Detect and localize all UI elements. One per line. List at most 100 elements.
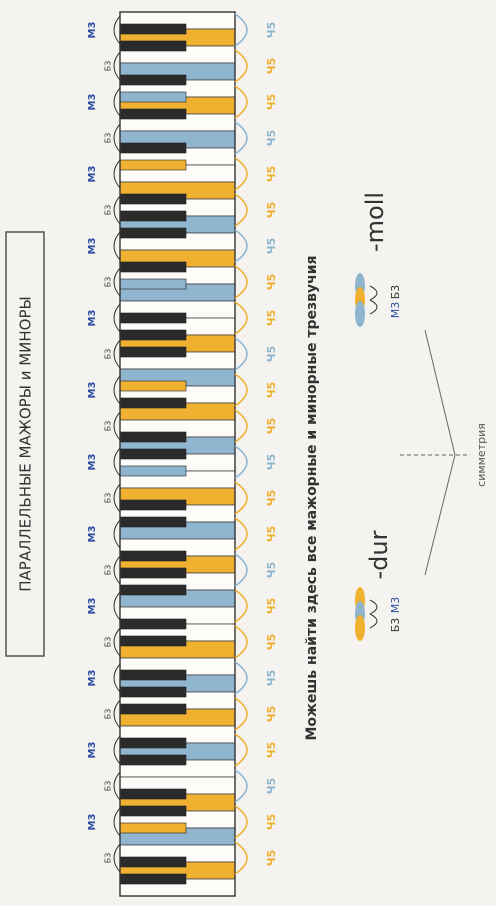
right-arc	[234, 553, 248, 587]
right-arc	[234, 805, 248, 839]
pill	[355, 301, 365, 327]
left-arc	[113, 51, 121, 81]
fifth-label: Ч5	[265, 454, 278, 471]
right-arc	[234, 229, 248, 263]
right-arc	[234, 373, 248, 407]
black-key	[119, 380, 187, 392]
right-arc	[234, 265, 248, 299]
keyboard	[119, 11, 236, 897]
right-arc	[234, 85, 248, 119]
left-arc	[113, 447, 121, 477]
black-key	[119, 91, 187, 103]
fifth-label: Ч5	[265, 418, 278, 435]
left-arc	[113, 375, 121, 405]
interval-marks: М3 Ч5 Б3 Ч5 М3 Ч5 Б3 Ч5 М3 Ч5 Б3 Ч5 М3 Ч5 Б3 Ч5 М3 Ч5 Б3 Ч5…	[87, 13, 278, 875]
keyboard-frame	[119, 11, 236, 897]
fifth-label: Ч5	[265, 22, 278, 39]
legend-b3: Б3	[389, 618, 402, 633]
left-interval-label: М3	[87, 94, 98, 111]
black-key	[119, 516, 187, 528]
fifth-label: Ч5	[265, 274, 278, 291]
black-key	[119, 108, 187, 120]
fifth-label: Ч5	[265, 166, 278, 183]
black-key	[119, 669, 187, 681]
left-interval-label: Б3	[104, 277, 113, 288]
right-arc	[234, 589, 248, 623]
black-key	[119, 567, 187, 579]
arc	[369, 599, 378, 629]
black-key	[119, 210, 187, 222]
pill	[355, 615, 365, 641]
right-arc	[234, 193, 248, 227]
black-key	[119, 465, 187, 477]
right-arc	[234, 625, 248, 659]
left-arc	[113, 735, 121, 765]
legend-m3: М3	[389, 302, 402, 319]
black-key	[119, 805, 187, 817]
legend-major: -dur	[365, 530, 393, 579]
legend: -dur Б3 М3 -moll Б3 М3 симметрия	[355, 192, 488, 641]
black-key	[119, 448, 187, 460]
subtitle: Можешь найти здесь все мажорные и минорн…	[304, 255, 320, 740]
black-key	[119, 703, 187, 715]
symmetry-label: симметрия	[475, 423, 488, 487]
right-arc	[234, 13, 248, 47]
black-key	[119, 754, 187, 766]
left-arc	[113, 267, 121, 297]
left-interval-label: Б3	[104, 349, 113, 360]
fifth-label: Ч5	[265, 850, 278, 867]
black-key	[119, 737, 187, 749]
left-arc	[113, 843, 121, 873]
right-arc	[234, 841, 248, 875]
left-interval-label: М3	[87, 454, 98, 471]
black-key	[119, 431, 187, 443]
right-arc	[234, 49, 248, 83]
left-arc	[113, 339, 121, 369]
fifth-label: Ч5	[265, 562, 278, 579]
left-arc	[113, 519, 121, 549]
left-arc	[113, 87, 121, 117]
right-arc	[234, 481, 248, 515]
left-arc	[113, 411, 121, 441]
left-interval-label: Б3	[104, 637, 113, 648]
left-interval-label: Б3	[104, 61, 113, 72]
legend-m3: М3	[389, 597, 402, 614]
legend-minor: -moll	[361, 192, 389, 252]
fifth-label: Ч5	[265, 490, 278, 507]
legend-b3: Б3	[389, 285, 402, 300]
fifth-label: Ч5	[265, 814, 278, 831]
black-key	[119, 856, 187, 868]
fifth-label: Ч5	[265, 202, 278, 219]
fifth-label: Ч5	[265, 346, 278, 363]
arc	[369, 285, 378, 315]
left-arc	[113, 663, 121, 693]
black-key	[119, 686, 187, 698]
black-key	[119, 788, 187, 800]
black-key	[119, 312, 187, 324]
left-interval-label: М3	[87, 238, 98, 255]
fifth-label: Ч5	[265, 706, 278, 723]
black-key	[119, 635, 187, 647]
left-arc	[113, 15, 121, 45]
fifth-label: Ч5	[265, 742, 278, 759]
black-key	[119, 550, 187, 562]
left-arc	[113, 483, 121, 513]
fifth-label: Ч5	[265, 598, 278, 615]
fifth-label: Ч5	[265, 526, 278, 543]
right-arc	[234, 409, 248, 443]
left-interval-label: Б3	[104, 205, 113, 216]
left-interval-label: М3	[87, 310, 98, 327]
left-interval-label: М3	[87, 382, 98, 399]
left-interval-label: М3	[87, 742, 98, 759]
right-arc	[234, 661, 248, 695]
left-arc	[113, 159, 121, 189]
symmetry-lines	[424, 329, 456, 576]
black-key	[119, 584, 187, 596]
left-interval-label: Б3	[104, 709, 113, 720]
fifth-label: Ч5	[265, 670, 278, 687]
black-key	[119, 23, 187, 35]
black-key	[119, 159, 187, 171]
fifth-label: Ч5	[265, 58, 278, 75]
fifth-label: Ч5	[265, 130, 278, 147]
